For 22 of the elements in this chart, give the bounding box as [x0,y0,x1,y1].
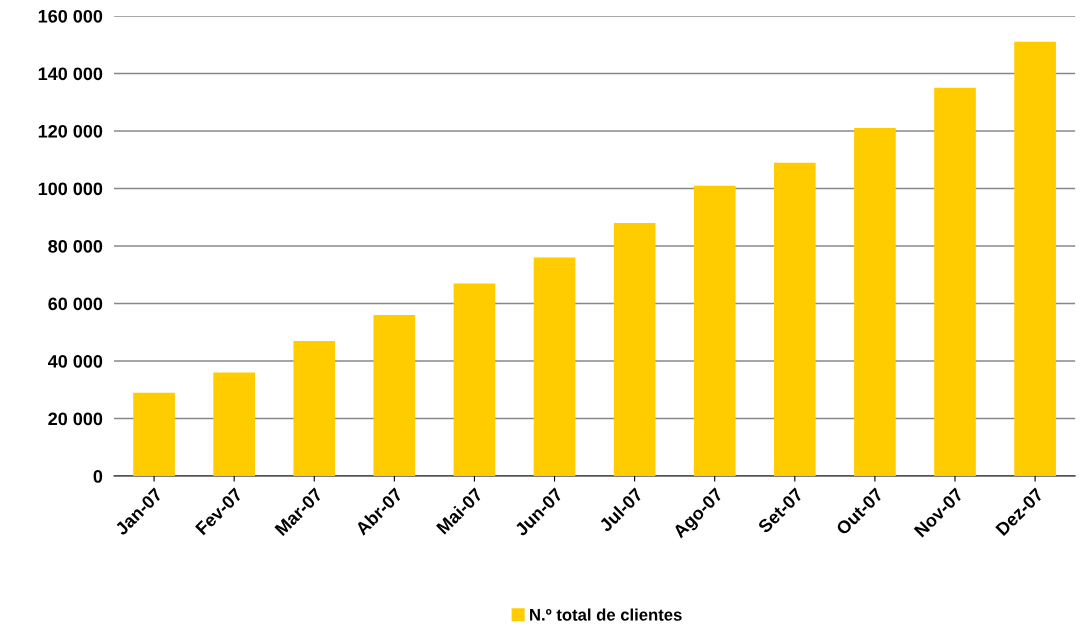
y-tick-label: 100 000 [38,182,103,196]
y-tick-label: 80 000 [48,239,103,253]
y-tick-label: 120 000 [38,124,103,138]
bar [613,223,656,477]
bar [533,257,576,477]
bar [693,185,736,477]
bar [373,315,416,477]
bar [1014,41,1056,477]
bar [934,87,976,477]
bar [293,340,336,477]
legend-label: N.º total de clientes [530,608,682,621]
bar [213,372,255,477]
y-tick-label: 160 000 [38,9,103,23]
y-tick-label: 60 000 [48,297,103,311]
y-tick-label: 40 000 [47,354,103,368]
bar [453,283,496,477]
bar [133,392,175,477]
y-tick-label: 20 000 [48,412,103,426]
y-tick-label: 0 [93,469,103,483]
bar [773,162,816,477]
y-tick-label: 140 000 [38,67,103,81]
bar [854,128,896,477]
